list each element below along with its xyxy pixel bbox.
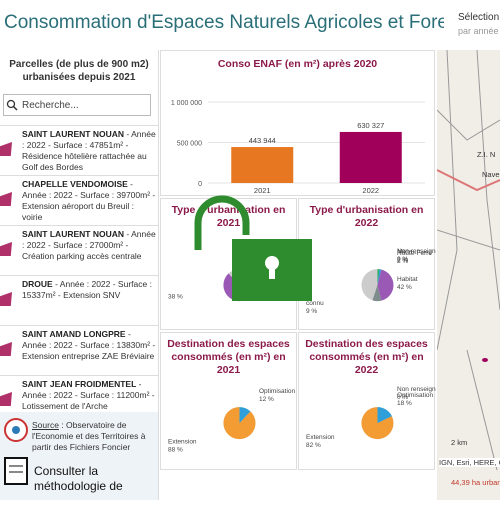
slice-value: 38 % [168, 294, 183, 301]
selection-label[interactable]: Sélection [458, 12, 500, 23]
panel [298, 198, 435, 330]
chart-title: Conso ENAF (en m²) après 2020 [217, 58, 378, 70]
y-tick-label: 1 000 000 [171, 100, 202, 107]
x-tick-label: 2021 [254, 186, 271, 195]
slice-label: Route-Ferré [397, 250, 432, 257]
slice-value: 0 % [397, 394, 408, 401]
list-item[interactable]: SAINT LAURENT NOUAN - Année : 2022 - Sur… [0, 125, 158, 175]
slice-value: 12 % [259, 396, 274, 403]
chart-title: Destination des espaces consommés (en m²… [167, 338, 290, 376]
list-panel: Parcelles (de plus de 900 m2) urbanisées… [0, 50, 159, 500]
list-item[interactable]: SAINT AMAND LONGPRE - Année : 2022 - Sur… [0, 325, 158, 375]
value-label: 443 944 [249, 136, 276, 145]
item-detail: - Année : 2022 - Surface : 47851m² - Rés… [22, 129, 156, 172]
slice-value: 9 % [306, 308, 317, 315]
map-lines [437, 50, 500, 471]
slice-label: Optimisation [259, 388, 296, 395]
app-title: Consommation d'Espaces Naturels Agricole… [4, 12, 444, 33]
item-text: SAINT LAURENT NOUAN - Année : 2022 - Sur… [22, 129, 156, 173]
map-label: Z.I. N [477, 150, 496, 159]
parcel-shape [0, 192, 12, 206]
item-name: SAINT LAURENT NOUAN [22, 229, 124, 239]
method-link[interactable]: Consulter la méthodologie de [34, 464, 123, 493]
item-text: SAINT LAURENT NOUAN - Année : 2022 - Sur… [22, 229, 156, 262]
source-text: Source : Observatoire de l'Economie et d… [32, 420, 154, 453]
value-label: 630 327 [357, 121, 384, 130]
item-detail: - Année : 2022 - Surface : 15337m² - Ext… [22, 279, 152, 300]
slice-label: Habitat [397, 276, 418, 283]
search-box[interactable]: Recherche... [3, 94, 151, 116]
item-name: SAINT JEAN FROIDMENTEL [22, 379, 137, 389]
source-box: Source : Observatoire de l'Economie et d… [0, 412, 158, 500]
panel [160, 332, 297, 470]
item-text: CHAPELLE VENDOMOISE - Année : 2022 - Sur… [22, 179, 156, 223]
list-item[interactable]: CHAPELLE VENDOMOISE - Année : 2022 - Sur… [0, 175, 158, 225]
slice-label: Mixte [397, 249, 413, 256]
item-detail: - Année : 2022 - Surface : 39700m² - Ext… [22, 179, 156, 222]
pie-slice [239, 407, 251, 424]
slice-value: 2 % [397, 257, 408, 264]
chart-title: Destination des espaces consommés (en m²… [305, 338, 428, 376]
panel [298, 332, 435, 470]
pie-slice [377, 269, 394, 301]
list-item[interactable]: SAINT JEAN FROIDMENTEL - Année : 2022 - … [0, 375, 158, 425]
item-name: SAINT AMAND LONGPRE [22, 329, 126, 339]
attribution: IGN, Esri, HERE, G [439, 458, 500, 467]
map[interactable]: Z.I. N Naveil 2 km IGN, Esri, HERE, G 44… [437, 50, 500, 500]
pie-slice [377, 269, 380, 286]
map-stat: 44,39 ha urban [451, 478, 500, 487]
lock-icon [194, 195, 312, 301]
map-label: Naveil [482, 170, 500, 179]
slice-value: 0 % [397, 256, 408, 263]
slice-value: 82 % [306, 442, 321, 449]
search-icon [6, 99, 18, 111]
source-icons [4, 418, 28, 485]
pie-slice [223, 407, 256, 440]
slice-label: Extension [306, 434, 335, 441]
item-detail: - Année : 2022 - Surface : 11200m² - Lot… [22, 379, 155, 411]
slice-label: Non renseigné [397, 248, 436, 255]
parcel-shape [0, 292, 12, 306]
x-tick-label: 2022 [362, 186, 379, 195]
parcel-shape [0, 342, 12, 356]
bar [231, 147, 294, 183]
pie-slice [361, 407, 394, 440]
parcel-shape [0, 142, 12, 156]
slice-value: 42 % [397, 284, 412, 291]
slice-value: 2 % [397, 258, 408, 265]
chart-title: Type d'urbanisation en 2022 [309, 204, 424, 229]
y-tick-label: 0 [198, 181, 202, 188]
parcel-shape [0, 242, 12, 256]
parcel-shape [0, 392, 12, 406]
item-name: SAINT LAURENT NOUAN [22, 129, 124, 139]
source-body: : Observatoire de l'Economie et des Terr… [32, 420, 146, 452]
slice-value: 88 % [168, 446, 183, 453]
item-text: SAINT JEAN FROIDMENTEL - Année : 2022 - … [22, 379, 156, 412]
source-label[interactable]: Source [32, 420, 59, 430]
item-text: SAINT AMAND LONGPRE - Année : 2022 - Sur… [22, 329, 156, 362]
slice-label: connu [306, 300, 324, 307]
list-item[interactable]: DROUE - Année : 2022 - Surface : 15337m²… [0, 275, 158, 325]
y-tick-label: 500 000 [177, 141, 202, 148]
pie-slice [377, 269, 382, 286]
slice-label: Extension [168, 438, 197, 445]
item-text: DROUE - Année : 2022 - Surface : 15337m²… [22, 279, 156, 301]
slice-value: 18 % [397, 400, 412, 407]
bar [339, 131, 402, 183]
item-detail: - Année : 2022 - Surface : 27000m² - Cré… [22, 229, 156, 261]
slice-label: Optimisation [397, 392, 434, 399]
item-name: DROUE [22, 279, 53, 289]
list-title: Parcelles (de plus de 900 m2) urbanisées… [9, 59, 149, 83]
scale-label: 2 km [451, 438, 468, 447]
selection-sub[interactable]: par année [458, 26, 499, 36]
pie-slice [377, 407, 392, 424]
pie-slice [372, 285, 382, 302]
item-name: CHAPELLE VENDOMOISE [22, 179, 128, 189]
list-item[interactable]: SAINT LAURENT NOUAN - Année : 2022 - Sur… [0, 225, 158, 275]
slice-label: Non renseigné [397, 386, 436, 393]
item-detail: - Année : 2022 - Surface : 13830m² - Ext… [22, 329, 156, 361]
